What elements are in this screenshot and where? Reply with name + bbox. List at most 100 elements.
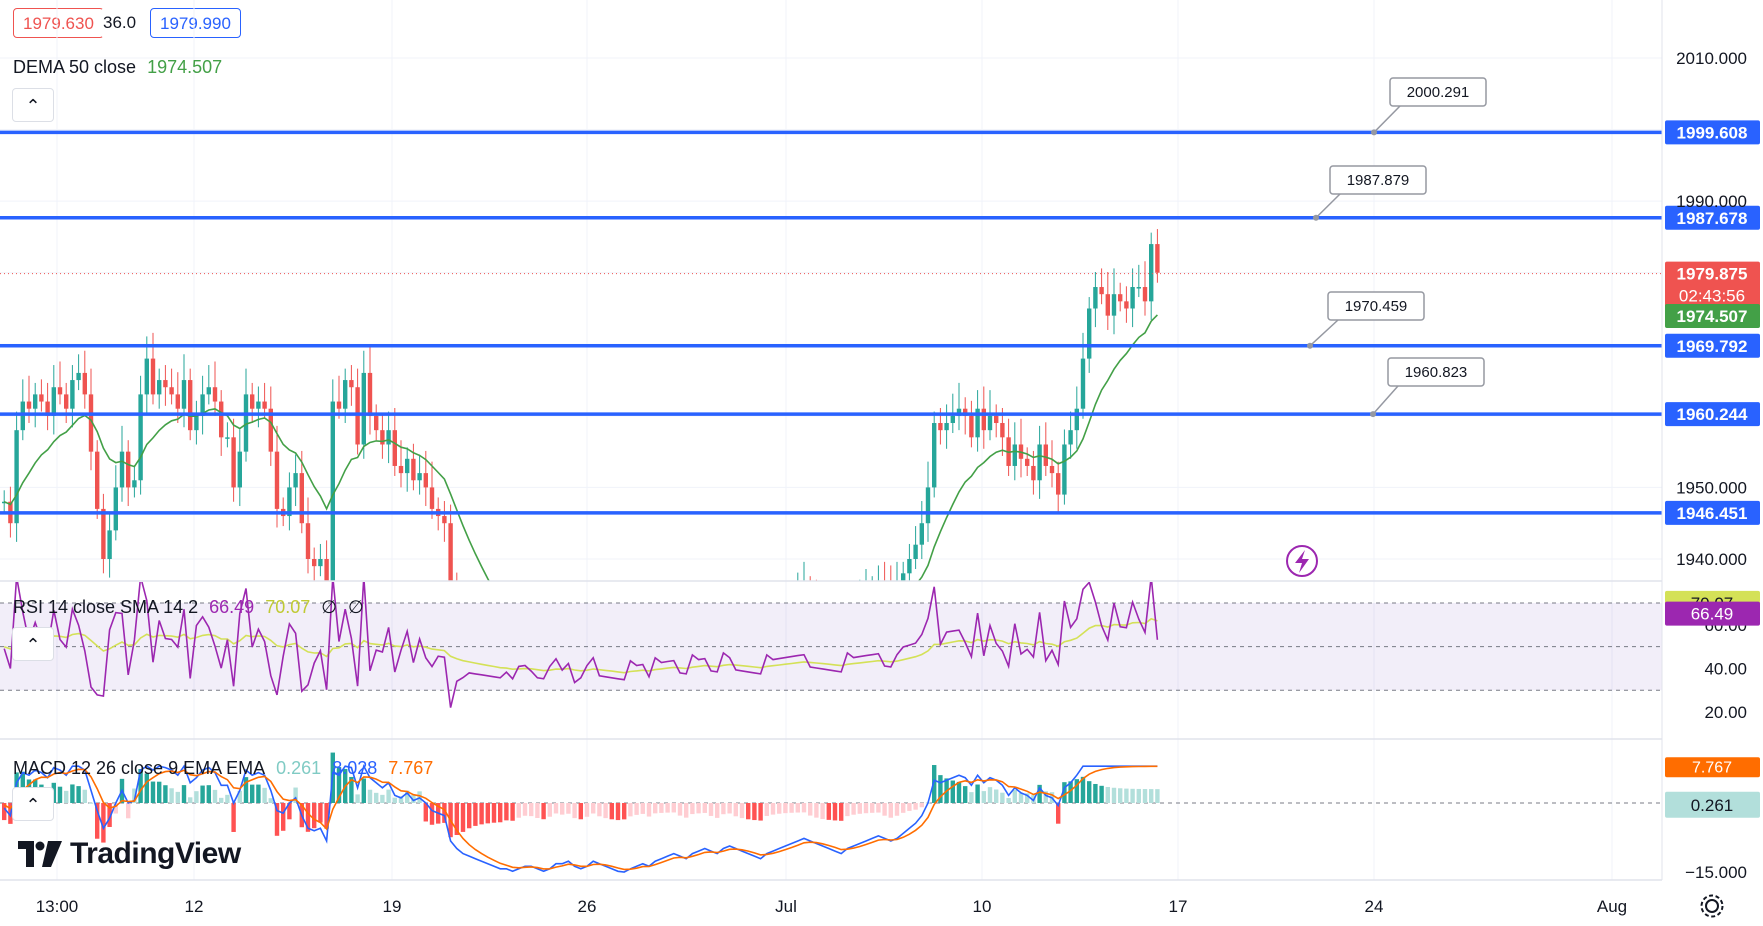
macd-hist-bar bbox=[1093, 783, 1098, 803]
time-axis[interactable]: 13:00 12 19 26 Jul 10 17 24 Aug bbox=[36, 897, 1627, 916]
callout-label[interactable]: 1970.459 bbox=[1345, 298, 1408, 315]
macd-hist-bar bbox=[225, 794, 230, 803]
support-resistance-levels[interactable] bbox=[0, 130, 1662, 515]
level-axis-label[interactable]: 1946.451 bbox=[1677, 504, 1748, 523]
candle-body bbox=[442, 516, 447, 524]
level-axis-label[interactable]: 1987.678 bbox=[1677, 209, 1748, 228]
candle-body bbox=[1025, 458, 1030, 466]
candle-body bbox=[1087, 308, 1092, 359]
collapse-rsi-button[interactable]: ⌃ bbox=[12, 627, 54, 661]
candle-body bbox=[919, 523, 924, 545]
macd-hist-bar bbox=[994, 789, 999, 803]
candle-body bbox=[987, 415, 993, 431]
macd-hist-bar bbox=[529, 803, 534, 817]
last-price-label[interactable]: 1979.875 bbox=[1677, 265, 1748, 284]
macd-hist-bar bbox=[324, 803, 329, 829]
macd-hist-bar bbox=[250, 784, 255, 803]
macd-hist-bar bbox=[318, 803, 323, 823]
candle-body bbox=[274, 451, 280, 509]
candle-body bbox=[448, 523, 453, 581]
candle-body bbox=[237, 451, 242, 488]
callout-label[interactable]: 1960.823 bbox=[1405, 364, 1468, 381]
settings-gear-icon[interactable] bbox=[1697, 891, 1727, 921]
candle-body bbox=[14, 430, 19, 524]
macd-hist-bar bbox=[907, 803, 912, 811]
rsi-legend[interactable]: RSI 14 close SMA 14 2 66.49 70.07 ∅ ∅ bbox=[13, 597, 370, 618]
price-callouts[interactable]: 2000.291 1987.879 1970.459 1960.823 bbox=[1307, 77, 1487, 418]
macd-hist-bar bbox=[603, 803, 608, 819]
macd-hist-bar bbox=[634, 803, 639, 815]
collapse-main-button[interactable]: ⌃ bbox=[12, 88, 54, 122]
macd-hist-bar bbox=[423, 803, 428, 822]
dema-legend[interactable]: DEMA 50 close 1974.507 bbox=[13, 57, 228, 78]
macd-tick: −15.000 bbox=[1685, 863, 1747, 882]
macd-hist-bar bbox=[863, 803, 869, 814]
macd-hist-bar bbox=[1149, 789, 1154, 803]
lightning-alert-icon[interactable] bbox=[1286, 545, 1318, 577]
candle-body bbox=[144, 358, 149, 395]
macd-hist-bar bbox=[820, 803, 825, 819]
candle-body bbox=[107, 530, 112, 559]
macd-hist-bar bbox=[801, 803, 807, 813]
macd-hist-bar bbox=[510, 803, 515, 821]
macd-hist-bar bbox=[646, 803, 652, 817]
candle-body bbox=[963, 408, 968, 416]
candle-body bbox=[1062, 444, 1067, 495]
level-axis-label[interactable]: 1999.608 bbox=[1677, 123, 1748, 142]
time-tick: 10 bbox=[973, 897, 992, 916]
candle-body bbox=[1093, 287, 1098, 309]
level-axis-label[interactable]: 1969.792 bbox=[1677, 337, 1748, 356]
tradingview-logo[interactable]: TradingView bbox=[18, 834, 241, 874]
candle-body bbox=[318, 559, 323, 567]
rsi-legend-extra-1: ∅ bbox=[321, 597, 337, 617]
ask-price-chip[interactable]: 1979.990 bbox=[150, 8, 241, 38]
level-axis-label[interactable]: 1960.244 bbox=[1677, 405, 1748, 424]
callout-label[interactable]: 2000.291 bbox=[1407, 84, 1470, 101]
candle-body bbox=[870, 588, 874, 595]
candle-body bbox=[51, 387, 56, 416]
candle-body bbox=[1074, 408, 1079, 431]
candle-body bbox=[138, 394, 143, 481]
macd-hist-bar bbox=[1068, 781, 1073, 803]
time-tick: 24 bbox=[1365, 897, 1384, 916]
macd-legend[interactable]: MACD 12 26 close 9 EMA EMA 0.261 8.028 7… bbox=[13, 758, 439, 779]
macd-hist-bar bbox=[832, 803, 838, 821]
macd-hist-bar bbox=[392, 797, 397, 803]
candle-body bbox=[907, 559, 912, 574]
rsi-tick: 40.00 bbox=[1704, 659, 1747, 678]
callout-box bbox=[1387, 357, 1485, 387]
macd-hist-bar bbox=[268, 798, 273, 803]
rsi-pane bbox=[0, 582, 1662, 708]
macd-hist-bar bbox=[938, 775, 943, 803]
macd-hist-bar bbox=[411, 795, 416, 803]
macd-hist-bar bbox=[64, 790, 69, 803]
callout-label[interactable]: 1987.879 bbox=[1347, 172, 1410, 189]
macd-hist-bar bbox=[963, 786, 968, 803]
macd-hist-bar bbox=[2, 803, 7, 821]
macd-hist-bar bbox=[169, 788, 174, 803]
macd-hist-bar bbox=[1012, 790, 1017, 803]
macd-hist-bar bbox=[956, 781, 962, 803]
candle-body bbox=[64, 394, 69, 409]
dema-axis-tag bbox=[1665, 304, 1760, 329]
macd-hist-bar bbox=[107, 803, 112, 827]
macd-hist-bar bbox=[367, 789, 373, 803]
candle-body bbox=[312, 559, 317, 567]
macd-hist-bar bbox=[200, 785, 205, 803]
macd-line bbox=[3, 764, 1158, 873]
time-tick: 13:00 bbox=[36, 897, 79, 916]
macd-hist-bar bbox=[1105, 786, 1110, 803]
candle-body bbox=[386, 430, 391, 445]
tradingview-wordmark: TradingView bbox=[70, 837, 241, 870]
collapse-macd-button[interactable]: ⌃ bbox=[12, 787, 54, 821]
macd-hist-bar bbox=[101, 803, 106, 843]
candle-body bbox=[1142, 287, 1148, 302]
macd-hist-bar bbox=[665, 803, 670, 813]
macd-hist-bar bbox=[243, 777, 249, 803]
price-tick: 1990.000 bbox=[1676, 192, 1747, 211]
rsi-legend-extra-2: ∅ bbox=[347, 597, 364, 617]
price-axis[interactable]: 1999.608 1987.678 1969.792 1960.244 1946.451… bbox=[1661, 0, 1763, 925]
bid-price-chip[interactable]: 1979.630 bbox=[13, 8, 104, 38]
pane-separators[interactable] bbox=[0, 580, 1763, 881]
